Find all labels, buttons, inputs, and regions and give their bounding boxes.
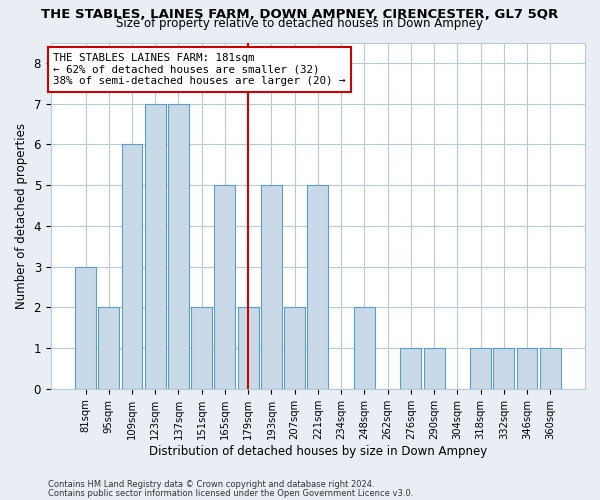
Bar [214, 185, 235, 389]
Bar [307, 185, 328, 389]
Text: Contains public sector information licensed under the Open Government Licence v3: Contains public sector information licen… [48, 489, 413, 498]
Text: Contains HM Land Registry data © Crown copyright and database right 2024.: Contains HM Land Registry data © Crown c… [48, 480, 374, 489]
Bar [540, 348, 561, 389]
Bar [98, 308, 119, 389]
Y-axis label: Number of detached properties: Number of detached properties [15, 122, 28, 308]
Bar [354, 308, 375, 389]
Bar [168, 104, 189, 389]
Bar [191, 308, 212, 389]
Text: THE STABLES LAINES FARM: 181sqm
← 62% of detached houses are smaller (32)
38% of: THE STABLES LAINES FARM: 181sqm ← 62% of… [53, 53, 346, 86]
Bar [470, 348, 491, 389]
Bar [493, 348, 514, 389]
Bar [238, 308, 259, 389]
Bar [122, 144, 142, 389]
Bar [261, 185, 282, 389]
Bar [424, 348, 445, 389]
Bar [400, 348, 421, 389]
Bar [145, 104, 166, 389]
Text: Size of property relative to detached houses in Down Ampney: Size of property relative to detached ho… [116, 18, 484, 30]
Bar [75, 266, 96, 389]
Bar [284, 308, 305, 389]
X-axis label: Distribution of detached houses by size in Down Ampney: Distribution of detached houses by size … [149, 444, 487, 458]
Bar [517, 348, 538, 389]
Text: THE STABLES, LAINES FARM, DOWN AMPNEY, CIRENCESTER, GL7 5QR: THE STABLES, LAINES FARM, DOWN AMPNEY, C… [41, 8, 559, 20]
